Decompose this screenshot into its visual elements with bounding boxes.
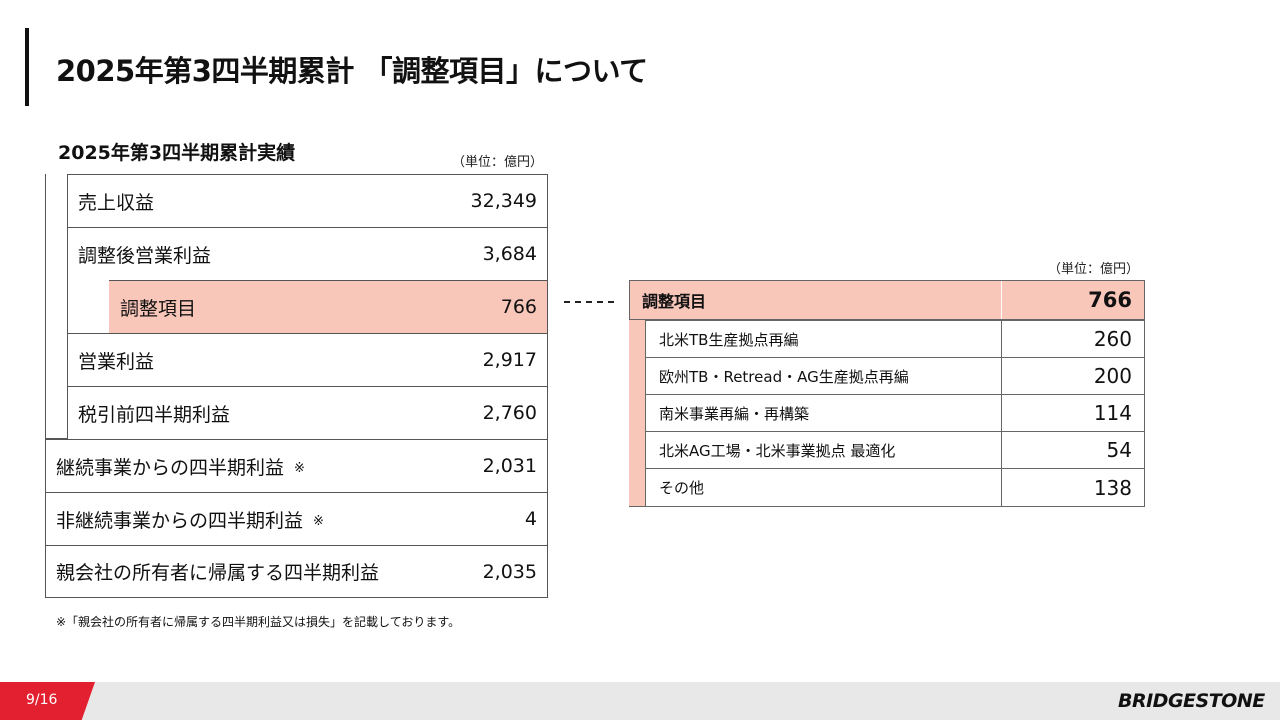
row-value: 54 xyxy=(1001,432,1144,468)
row-label: 南米事業再編・再構築 xyxy=(659,404,810,423)
adjustments-bottom-border xyxy=(629,506,1145,507)
bracket-inner-line xyxy=(67,174,68,439)
row-label: 調整項目 xyxy=(120,297,197,320)
note-mark: ※ xyxy=(313,513,324,529)
row-value: 200 xyxy=(1001,358,1144,394)
header-value: 766 xyxy=(1001,281,1144,319)
table-row: 北米TB生産拠点再編 260 xyxy=(645,320,1145,357)
row-value: 260 xyxy=(1001,321,1144,357)
row-label: 継続事業からの四半期利益 ※ xyxy=(56,456,305,479)
note-mark: ※ xyxy=(294,460,305,476)
results-unit-label: （単位：億円） xyxy=(452,155,544,170)
row-label: 欧州TB・Retread・AG生産拠点再編 xyxy=(659,367,909,386)
row-value: 766 xyxy=(500,296,537,318)
title-accent-bar xyxy=(25,28,29,106)
page-title: 2025年第3四半期累計 「調整項目」について xyxy=(56,54,648,88)
table-row: 継続事業からの四半期利益 ※ 2,031 xyxy=(45,439,548,492)
row-value: 138 xyxy=(1001,469,1144,506)
adjustments-header-row: 調整項目 766 xyxy=(629,280,1145,320)
table-row: その他 138 xyxy=(645,468,1145,506)
table-row: 欧州TB・Retread・AG生産拠点再編 200 xyxy=(645,357,1145,394)
footnote: ※「親会社の所有者に帰属する四半期利益又は損失」を記載しております。 xyxy=(56,615,461,629)
table-row: 税引前四半期利益 2,760 xyxy=(67,386,548,439)
row-value: 3,684 xyxy=(482,243,537,265)
row-value: 2,031 xyxy=(482,455,537,477)
connector-dashed-line xyxy=(564,301,614,303)
header-label: 調整項目 xyxy=(642,292,707,311)
row-value: 2,917 xyxy=(482,349,537,371)
table-right-border xyxy=(547,174,548,598)
row-label: その他 xyxy=(659,479,705,497)
table-row: 非継続事業からの四半期利益 ※ 4 xyxy=(45,492,548,545)
bracket-outer-line xyxy=(45,174,46,439)
row-value: 114 xyxy=(1001,395,1144,431)
adjustments-unit-label: （単位：億円） xyxy=(1048,262,1140,277)
table-row: 北米AG工場・北米事業拠点 最適化 54 xyxy=(645,431,1145,468)
row-value: 2,035 xyxy=(482,560,537,583)
row-value: 32,349 xyxy=(470,190,537,212)
footer-bar xyxy=(0,682,1280,720)
row-label: 親会社の所有者に帰属する四半期利益 xyxy=(56,562,380,584)
row-label: 調整後営業利益 xyxy=(78,244,212,267)
table-row: 売上収益 32,349 xyxy=(67,174,548,227)
row-label: 非継続事業からの四半期利益 ※ xyxy=(56,509,324,532)
adjustments-table: 調整項目 766 北米TB生産拠点再編 260 欧州TB・Retread・AG生… xyxy=(629,280,1145,507)
page-number: 9/16 xyxy=(26,692,58,708)
row-value: 2,760 xyxy=(482,402,537,424)
table-row: 南米事業再編・再構築 114 xyxy=(645,394,1145,431)
row-label: 売上収益 xyxy=(78,191,155,214)
table-row: 営業利益 2,917 xyxy=(67,333,548,386)
results-section-title: 2025年第3四半期累計実績 xyxy=(58,142,296,164)
table-row: 調整後営業利益 3,684 xyxy=(67,227,548,280)
results-table: 売上収益 32,349 調整後営業利益 3,684 調整項目 766 営業利益 … xyxy=(45,174,548,598)
row-label: 北米TB生産拠点再編 xyxy=(659,330,799,349)
table-row-highlighted: 調整項目 766 xyxy=(109,280,548,333)
adjustments-side-stripe xyxy=(629,320,645,507)
bridgestone-logo: BRIDGESTONE xyxy=(1118,690,1265,712)
page-number-badge xyxy=(0,682,95,720)
row-label: 営業利益 xyxy=(78,350,155,373)
row-label: 北米AG工場・北米事業拠点 最適化 xyxy=(659,441,896,460)
row-label: 税引前四半期利益 xyxy=(78,403,231,426)
bracket-bottom-line xyxy=(45,438,68,439)
table-row: 親会社の所有者に帰属する四半期利益 2,035 xyxy=(45,545,548,598)
row-value: 4 xyxy=(524,508,537,530)
table-left-border xyxy=(45,439,46,598)
